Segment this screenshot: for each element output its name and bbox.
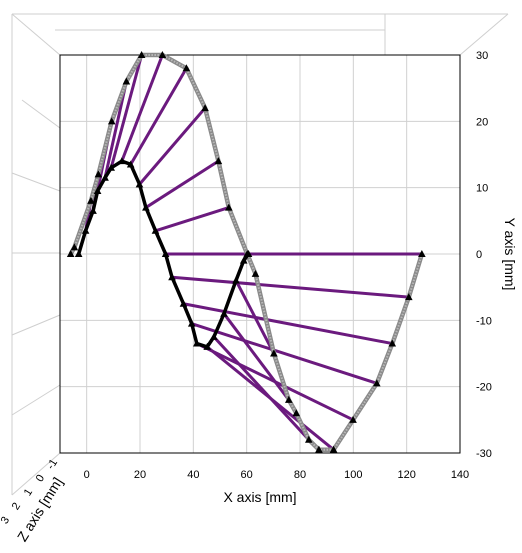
y-tick-1: 20 [476, 116, 488, 128]
y-tick-6: -30 [476, 448, 492, 460]
inner-marker-5 [107, 163, 115, 171]
y-tick-3: 0 [476, 249, 482, 261]
inner-marker-17 [210, 332, 218, 340]
outer-marker-19 [329, 445, 338, 453]
outer-marker-8 [182, 64, 191, 72]
z-tick-4: -1 [45, 457, 60, 472]
box-edge-side-2 [11, 172, 61, 192]
outer-marker-23 [405, 293, 413, 301]
y-tick-0: 30 [476, 50, 488, 62]
inner-marker-14 [187, 319, 196, 327]
inner-marker-16 [203, 342, 211, 350]
outer-marker-18 [315, 445, 323, 453]
x-tick-3: 60 [241, 469, 253, 481]
inner-marker-9 [142, 203, 150, 211]
connector-5 [120, 54, 164, 162]
connector-8 [145, 159, 220, 209]
connector-18 [234, 279, 276, 355]
outer-marker-16 [292, 409, 301, 417]
inner-marker-4 [101, 173, 109, 181]
inner-curve [77, 159, 250, 349]
outer-marker-10 [214, 157, 223, 165]
outer-marker-4 [107, 117, 116, 125]
inner-marker-21 [244, 250, 253, 257]
z-tick-0: 3 [0, 515, 12, 527]
outer-marker-9 [201, 104, 209, 112]
box-edge-top-left [11, 13, 61, 56]
outer-marker-17 [305, 435, 313, 443]
plot-frame [59, 54, 461, 454]
connector-17 [222, 312, 290, 401]
outer-marker-13 [251, 269, 260, 277]
x-tick-4: 80 [294, 469, 306, 481]
outer-marker-0 [66, 250, 75, 257]
y-axis-label: Y axis [mm] [502, 218, 518, 291]
outer-marker-14 [270, 349, 278, 357]
inner-marker-6 [118, 157, 126, 165]
outer-marker-20 [349, 415, 357, 423]
y-tick-5: -20 [476, 382, 492, 394]
box-edges [11, 13, 509, 496]
connector-13 [191, 322, 378, 385]
inner-marker-12 [168, 273, 176, 281]
outer-marker-1 [70, 243, 79, 251]
outer-marker-21 [373, 379, 381, 387]
box-edge-side-1 [21, 99, 61, 129]
x-tick-7: 140 [451, 469, 469, 481]
connector-11 [171, 275, 409, 299]
markers [66, 51, 426, 453]
outer-marker-2 [87, 196, 95, 204]
x-tick-labels: 0 20 40 60 80 100 120 140 [84, 469, 470, 481]
box-edge-side-4 [11, 314, 61, 336]
x-tick-0: 0 [84, 469, 90, 481]
z-tick-3: 0 [34, 473, 47, 485]
box-edge-side-5 [11, 384, 61, 416]
inner-marker-0 [74, 250, 83, 257]
connector-lines [84, 54, 422, 451]
x-tick-5: 100 [344, 469, 362, 481]
outer-marker-3 [94, 170, 103, 178]
x-tick-6: 120 [397, 469, 415, 481]
outer-marker-11 [225, 203, 233, 211]
outer-marker-5 [122, 77, 131, 85]
connector-7 [138, 107, 207, 186]
outer-marker-7 [158, 51, 167, 58]
inner-marker-20 [239, 256, 248, 264]
inner-marker-10 [151, 226, 160, 234]
z-tick-1: 2 [10, 501, 23, 513]
box-edge-bottom-left [11, 452, 61, 496]
inner-marker-15 [193, 339, 201, 347]
box-edge-top-right [459, 13, 509, 56]
y-tick-labels: 30 20 10 0 -10 -20 -30 [476, 50, 492, 460]
inner-marker-7 [126, 160, 135, 168]
outer-marker-6 [137, 51, 146, 58]
y-tick-2: 10 [476, 183, 488, 195]
inner-marker-19 [232, 276, 240, 284]
connector-12 [183, 302, 393, 346]
z-tick-2: 1 [22, 487, 35, 499]
x-tick-1: 20 [134, 469, 146, 481]
connector-4 [109, 54, 144, 169]
outer-marker-22 [388, 339, 397, 347]
connector-16 [212, 335, 310, 441]
inner-marker-2 [89, 206, 97, 214]
outer-marker-24 [418, 250, 426, 257]
outer-marker-15 [285, 395, 293, 403]
x-axis-label: X axis [mm] [223, 489, 296, 505]
connector-9 [155, 206, 230, 233]
inner-marker-1 [81, 226, 90, 234]
x-tick-2: 40 [187, 469, 199, 481]
inner-marker-8 [135, 180, 144, 188]
inner-marker-11 [161, 250, 170, 257]
inner-marker-3 [93, 186, 102, 194]
inner-marker-18 [220, 309, 228, 317]
connector-6 [129, 67, 188, 166]
inner-marker-13 [179, 299, 188, 307]
y-tick-4: -10 [476, 315, 492, 327]
